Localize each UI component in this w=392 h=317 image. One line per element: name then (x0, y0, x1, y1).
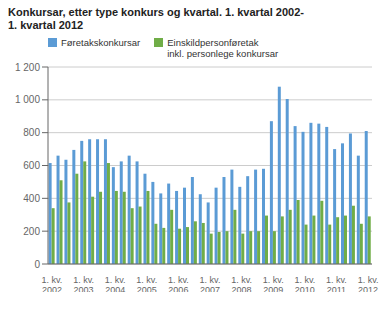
svg-text:1. kv.2003: 1. kv.2003 (73, 275, 94, 292)
html-text:Einskildpersonføretak inkl. pe: Einskildpersonføretak inkl. personlege k… (167, 37, 279, 59)
svg-text:1. kv.2009: 1. kv.2009 (263, 275, 284, 292)
svg-text:800: 800 (23, 127, 40, 138)
svg-text:1. kv.2011: 1. kv.2011 (326, 275, 347, 292)
svg-text:1. kv.2008: 1. kv.2008 (231, 275, 252, 292)
svg-text:400: 400 (23, 193, 40, 204)
svg-text:1. kv.2012: 1. kv.2012 (358, 275, 379, 292)
svg-text:1. kv.2004: 1. kv.2004 (105, 275, 126, 292)
svg-text:1. kv.2006: 1. kv.2006 (168, 275, 189, 292)
svg-text:1. kv.2010: 1. kv.2010 (294, 275, 315, 292)
svg-text:1. kv.2005: 1. kv.2005 (136, 275, 157, 292)
html-text:Føretakskonkursar: Føretakskonkursar (61, 37, 141, 48)
svg-text:1 000: 1 000 (15, 94, 40, 105)
svg-text:600: 600 (23, 160, 40, 171)
svg-text:1. kv.2002: 1. kv.2002 (42, 275, 63, 292)
html-text:Konkursar, etter type konkurs: Konkursar, etter type konkurs og kvartal… (8, 6, 304, 31)
svg-text:0: 0 (34, 259, 40, 270)
svg-text:200: 200 (23, 226, 40, 237)
svg-text:1. kv.2007: 1. kv.2007 (200, 275, 221, 292)
svg-text:1 200: 1 200 (15, 62, 40, 73)
